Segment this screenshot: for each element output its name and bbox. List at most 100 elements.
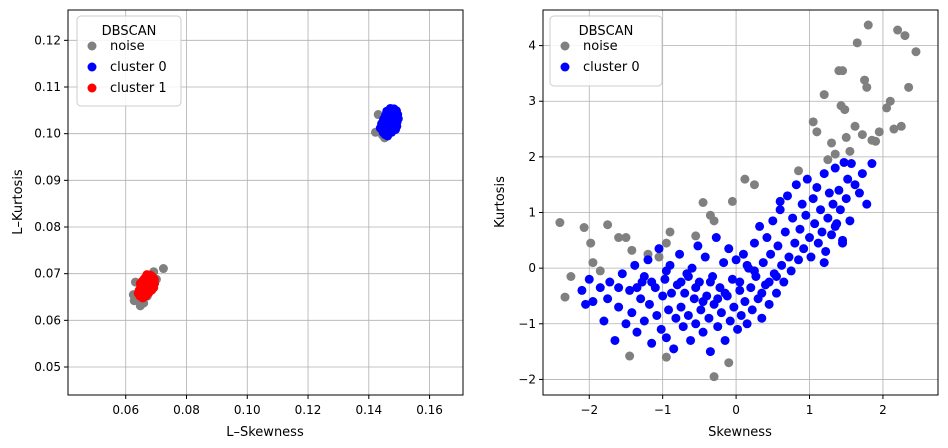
right-point-cluster-0 xyxy=(678,322,688,332)
right-point-cluster-0 xyxy=(841,194,851,204)
right-point-cluster-0 xyxy=(777,260,787,270)
right-point-noise xyxy=(827,138,837,148)
right-point-cluster-0 xyxy=(705,347,715,357)
left-xlabel: L–Skewness xyxy=(226,425,304,440)
right-points xyxy=(555,20,921,382)
right-ytick-label: −2 xyxy=(518,372,536,386)
right-xtick-label: 0 xyxy=(732,403,740,417)
right-point-cluster-0 xyxy=(687,263,697,273)
right-point-cluster-0 xyxy=(636,294,646,304)
subplot-right: −2 −1 0 1 2 −2 −1 0 1 2 3 4 Skewness Kurtosis DBSC… xyxy=(493,9,939,440)
right-point-cluster-0 xyxy=(735,285,745,295)
right-legend-title: DBSCAN xyxy=(579,24,634,39)
left-xtick-label: 0.08 xyxy=(173,403,200,417)
right-point-cluster-0 xyxy=(794,255,804,265)
left-ytick-label: 0.07 xyxy=(34,267,61,281)
right-ylabel: Kurtosis xyxy=(493,176,508,228)
right-point-cluster-0 xyxy=(834,185,844,195)
right-point-noise xyxy=(794,166,804,176)
right-point-noise xyxy=(819,90,829,100)
right-point-cluster-0 xyxy=(676,277,686,287)
right-ytick-label: 4 xyxy=(528,39,536,53)
right-point-cluster-0 xyxy=(696,305,706,315)
right-point-cluster-0 xyxy=(664,305,674,315)
right-point-cluster-0 xyxy=(790,238,800,248)
right-point-cluster-0 xyxy=(720,288,730,298)
right-xlabel: Skewness xyxy=(708,425,772,440)
left-xtick-label: 0.12 xyxy=(295,403,322,417)
right-point-noise xyxy=(566,271,576,281)
right-point-cluster-0 xyxy=(813,238,823,248)
right-legend-label-cluster-0: cluster 0 xyxy=(583,60,640,75)
right-point-noise xyxy=(860,75,870,85)
right-point-cluster-0 xyxy=(588,297,598,307)
right-point-noise xyxy=(893,25,903,35)
right-point-cluster-0 xyxy=(660,274,670,284)
right-point-cluster-0 xyxy=(755,221,765,231)
right-point-cluster-0 xyxy=(599,316,609,326)
right-point-cluster-0 xyxy=(614,283,624,293)
right-point-cluster-0 xyxy=(720,335,730,345)
left-point-noise xyxy=(158,264,168,274)
right-point-noise xyxy=(845,146,855,156)
right-point-noise xyxy=(614,233,624,243)
right-point-cluster-0 xyxy=(731,255,741,265)
right-legend-marker-cluster-0 xyxy=(560,62,570,72)
right-point-noise xyxy=(661,238,671,248)
right-point-cluster-0 xyxy=(658,291,668,301)
left-legend: DBSCAN noise cluster 0 cluster 1 xyxy=(76,15,182,107)
right-point-cluster-0 xyxy=(605,277,615,287)
left-legend-items: noise cluster 0 cluster 1 xyxy=(87,39,167,96)
right-point-noise xyxy=(665,227,675,237)
right-point-noise xyxy=(889,124,899,134)
right-point-noise xyxy=(749,180,759,190)
left-legend-label-cluster-0: cluster 0 xyxy=(110,60,167,75)
right-point-cluster-0 xyxy=(746,283,756,293)
left-legend-marker-noise xyxy=(87,41,97,51)
right-ytick-label: 0 xyxy=(528,261,536,275)
right-point-cluster-0 xyxy=(771,271,781,281)
right-ytick-label: 1 xyxy=(528,206,536,220)
right-point-cluster-0 xyxy=(768,216,778,226)
right-legend-marker-noise xyxy=(560,41,570,51)
right-legend-items: noise cluster 0 xyxy=(560,39,640,75)
right-point-cluster-0 xyxy=(584,274,594,284)
right-point-cluster-0 xyxy=(691,283,701,293)
right-point-noise xyxy=(871,136,881,146)
left-legend-box xyxy=(76,15,182,107)
right-point-noise xyxy=(586,238,596,248)
right-point-cluster-0 xyxy=(735,277,745,287)
right-point-cluster-0 xyxy=(830,163,840,173)
right-point-noise xyxy=(627,245,637,255)
left-ytick-label: 0.06 xyxy=(34,313,61,327)
right-point-cluster-0 xyxy=(711,233,721,243)
right-point-cluster-0 xyxy=(680,288,690,298)
right-point-cluster-0 xyxy=(817,227,827,237)
right-point-cluster-0 xyxy=(845,216,855,226)
left-point-cluster-1 xyxy=(142,270,152,280)
right-point-cluster-0 xyxy=(632,283,642,293)
right-point-noise xyxy=(727,196,737,206)
right-point-cluster-0 xyxy=(766,249,776,259)
right-point-cluster-0 xyxy=(656,324,666,334)
right-point-cluster-0 xyxy=(654,244,664,254)
left-point-cluster-0 xyxy=(386,123,396,133)
right-point-cluster-0 xyxy=(788,213,798,223)
right-point-noise xyxy=(625,351,635,361)
left-point-cluster-1 xyxy=(137,280,147,290)
right-point-cluster-0 xyxy=(689,294,699,304)
right-point-cluster-0 xyxy=(661,266,671,276)
right-point-cluster-0 xyxy=(854,188,864,198)
right-legend-label-noise: noise xyxy=(583,39,618,54)
left-legend-label-noise: noise xyxy=(110,39,145,54)
right-point-cluster-0 xyxy=(850,180,860,190)
right-point-cluster-0 xyxy=(671,313,681,323)
right-point-cluster-0 xyxy=(791,180,801,190)
right-point-cluster-0 xyxy=(773,241,783,251)
right-point-noise xyxy=(808,117,818,127)
left-xticks: 0.06 0.08 0.10 0.12 0.14 0.16 xyxy=(112,395,443,417)
right-point-cluster-0 xyxy=(643,255,653,265)
right-legend-box xyxy=(549,15,663,87)
left-ytick-label: 0.11 xyxy=(34,80,61,94)
